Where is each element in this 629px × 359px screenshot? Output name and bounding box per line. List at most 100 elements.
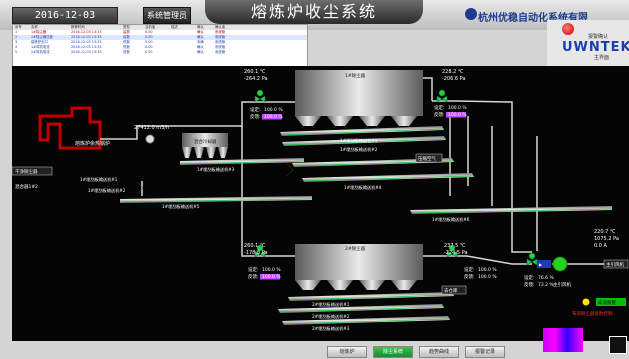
conveyor-label: 1#埋刮板输送机#2 [88, 187, 126, 194]
fan-out-label: 主引风机 [606, 261, 624, 268]
alarm-cell: 确认 [197, 30, 204, 34]
dust-collector-1-label: 1#除尘器 [345, 72, 366, 79]
bottom-outlet-temp: 237.5 ℃ [444, 243, 466, 249]
top-outlet-temp: 228.2 ℃ [442, 69, 464, 75]
alarm-cell: 2016-12-03 13:33 [71, 30, 102, 34]
main-ui-link[interactable]: 主界面 [594, 55, 610, 61]
alarm-cell: 未确 [197, 40, 204, 44]
right-panel [547, 20, 629, 66]
fan-valve-label: 反馈: [524, 281, 535, 288]
alarm-table: 序号 名称 报警时间 类型 当前值 描述 确认 确认者 1 1#除尘器 2016-1… [12, 24, 308, 67]
alarm-cell: 3 [15, 40, 18, 44]
alarm-cell: 2#除尘器压差 [31, 35, 53, 39]
flow-value: 27412.0 m3/h [134, 125, 169, 131]
top-outlet-press: -206.6 Pa [442, 76, 466, 82]
col-header: 当前值 [145, 25, 156, 29]
valve-label: 设定: [250, 106, 261, 113]
dust-collector-2-label: 2#除尘器 [345, 245, 366, 252]
alarm-cell: 1#风机电流 [31, 45, 50, 49]
alarm-cell: 1 [15, 30, 18, 34]
alarm-cell: 低报 [123, 50, 130, 54]
nav-button-alarm-log[interactable]: 报警记录 [465, 346, 505, 358]
alarm-cell: 4 [15, 45, 18, 49]
dust-collector-1 [295, 70, 423, 90]
nav-button-furnace[interactable]: 熔炼炉 [327, 346, 367, 358]
left-input-sub: 混合器1#2 [15, 183, 38, 190]
alarm-cell: 0.00 [145, 50, 153, 54]
alarm-cell: 低报 [123, 45, 130, 49]
alarm-cell: 系统管 [215, 50, 226, 54]
col-header: 描述 [171, 25, 178, 29]
valve-value: 100.0 % [448, 105, 467, 111]
top-bar: 2016-12-03 13:34:44 系统管理员 熔炼炉收尘系统 杭州优稳自动… [0, 0, 629, 36]
valve-label: 反馈: [464, 273, 475, 280]
alarm-row[interactable]: 3 熔炼炉出口 2016-12-03 13:33 低报 0.00 未确 系统管 [13, 40, 307, 45]
nav-button-trend[interactable]: 趋势曲线 [419, 346, 459, 358]
ash-out-label: 去仓库 [444, 287, 458, 294]
alarm-table-header: 序号 名称 报警时间 类型 当前值 描述 确认 确认者 [13, 25, 307, 30]
alarm-row[interactable]: 2 2#除尘器压差 2016-12-03 13:33 高报 0.00 确认 系统管 [13, 35, 307, 40]
conveyor-label: 1#埋刮板输送机#5 [162, 203, 200, 210]
alarm-cell: 5 [15, 50, 18, 54]
valve-label: 设定: [464, 266, 475, 273]
color-legend-block [543, 328, 583, 352]
fan-valve-value: 73.2 % [538, 282, 554, 288]
col-header: 确认者 [215, 25, 226, 29]
top-inlet-temp: 260.1 ℃ [244, 69, 266, 75]
alarm-cell: 2016-12-03 13:33 [71, 50, 102, 54]
alarm-row[interactable]: 1 1#除尘器 2016-12-03 13:33 高报 0.00 确认 系统管 [13, 30, 307, 35]
conveyor-label: 2#埋刮板输送机#3 [312, 325, 350, 332]
user-mgmt-button[interactable]: 系统管理员 [143, 7, 191, 24]
alarm-cell: 系统管 [215, 30, 226, 34]
fan-icon[interactable] [552, 256, 568, 272]
bottom-inlet-press: -178.8 Pa [244, 250, 268, 256]
footer-bar [0, 341, 629, 359]
conveyor-label: 1#埋刮板输送机#3 [197, 166, 235, 173]
alarm-cell: 0.00 [145, 45, 153, 49]
page-title: 熔炼炉收尘系统 [205, 0, 423, 24]
yellow-indicator-icon [582, 298, 590, 306]
alarm-row[interactable]: 5 2#风机电流 2016-12-03 13:33 低报 0.00 确认 系统管 [13, 50, 307, 55]
furnace-outline [38, 106, 102, 150]
alarm-cell: 1#除尘器 [31, 30, 47, 34]
nav-button-dust-system[interactable]: 除尘系统 [373, 346, 413, 358]
mixer-cooler [182, 133, 228, 147]
conveyor-label: 2#埋刮板输送机#2 [312, 313, 350, 320]
furnace-label: 熔炼炉余热锅炉 [75, 140, 110, 147]
dust-collector-2 [295, 244, 423, 262]
alarm-cell: 0.00 [145, 40, 153, 44]
alarm-cell: 熔炼炉出口 [31, 40, 48, 44]
valve-label: 反馈: [434, 111, 445, 118]
valve-value: 100.0 % [448, 112, 467, 118]
alarm-cell: 系统管 [215, 35, 226, 39]
flow-meter-icon [145, 134, 155, 144]
alarm-cell: 高报 [123, 35, 130, 39]
fan-label: 主引风机 [553, 281, 571, 288]
alarm-row[interactable]: 4 1#风机电流 2016-12-03 13:33 低报 0.00 确认 系统管 [13, 45, 307, 50]
alarm-cell: 0.00 [145, 35, 153, 39]
datetime-display: 2016-12-03 13:34:44 [12, 7, 118, 36]
valve-label: 反馈: [250, 113, 261, 120]
valve-label: 反馈: [248, 273, 259, 280]
company-name: 杭州优稳自动化系统有限 [478, 13, 588, 24]
valve-value: 100.0 % [262, 267, 281, 273]
company-logo-icon [465, 8, 477, 20]
mixer-label: 混合冷却器 [194, 138, 217, 145]
alarm-light-icon[interactable] [562, 23, 574, 35]
alarm-cell: 确认 [197, 45, 204, 49]
bottom-outlet-press: -224.5 Pa [444, 250, 468, 256]
alarm-cell: 0.00 [145, 30, 153, 34]
alarm-cell: 2016-12-03 13:33 [71, 35, 102, 39]
fan-valve-label: 设定: [524, 274, 535, 281]
process-diagram: 熔炼炉余热锅炉 [11, 66, 629, 341]
uwntek-logo: UWNTEK [562, 40, 629, 55]
alarm-confirm-label[interactable]: 报警确认 [588, 34, 609, 40]
col-header: 序号 [15, 25, 22, 29]
col-header: 类型 [123, 25, 130, 29]
valve-value: 100.0 % [478, 267, 497, 273]
valve-label: 设定: [434, 104, 445, 111]
valve-value: 100.0 % [262, 274, 281, 280]
conveyor-label: 1#埋刮板输送机#1 [340, 137, 378, 144]
alarm-cell: 系统管 [215, 45, 226, 49]
